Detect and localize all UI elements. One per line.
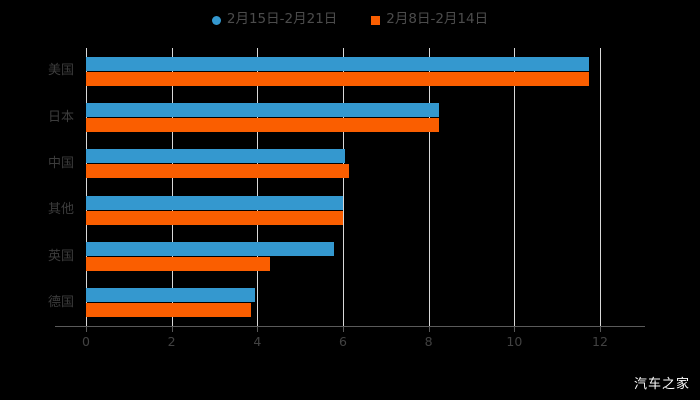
x-gridline bbox=[514, 48, 516, 326]
plot-area bbox=[86, 48, 601, 326]
watermark-label: 汽车之家 bbox=[633, 377, 690, 392]
legend-square-marker-icon bbox=[371, 15, 381, 25]
bar[interactable] bbox=[86, 242, 335, 256]
legend-item-label: 2月8日-2月14日 bbox=[386, 11, 489, 28]
x-axis-tick-mark bbox=[600, 327, 601, 332]
x-axis-tick-label: 10 bbox=[506, 334, 523, 349]
x-axis-tick-mark bbox=[428, 327, 430, 332]
x-gridline bbox=[257, 48, 259, 326]
x-axis-tick-label: 0 bbox=[82, 334, 90, 349]
legend-circle-marker-icon bbox=[211, 15, 221, 25]
legend-item-series-1[interactable]: 2月15日-2月21日 bbox=[211, 11, 338, 28]
x-axis-tick-label: 6 bbox=[339, 334, 347, 349]
bar-group bbox=[86, 149, 600, 179]
x-gridline bbox=[171, 48, 173, 326]
bar-group bbox=[86, 56, 600, 86]
bar[interactable] bbox=[86, 149, 346, 164]
y-axis-tick-label: 日本 bbox=[47, 109, 74, 125]
x-axis-tick-mark bbox=[514, 327, 516, 332]
x-gridline bbox=[343, 48, 344, 326]
bar[interactable] bbox=[86, 71, 590, 86]
bar[interactable] bbox=[86, 118, 440, 132]
x-axis-tick-label: 4 bbox=[253, 334, 262, 349]
bar[interactable] bbox=[86, 103, 440, 117]
y-axis-tick-label: 美国 bbox=[47, 63, 74, 79]
bar[interactable] bbox=[86, 257, 271, 271]
y-axis-tick-label: 其他 bbox=[47, 202, 74, 218]
chart-legend: 2月15日-2月21日 2月8日-2月14日 bbox=[0, 9, 700, 31]
legend-item-series-2[interactable]: 2月8日-2月14日 bbox=[371, 13, 488, 27]
bar-group bbox=[86, 195, 600, 225]
y-axis-tick-label: 德国 bbox=[47, 294, 74, 310]
legend-item-label: 2月15日-2月21日 bbox=[226, 11, 338, 28]
x-axis-line bbox=[55, 326, 645, 327]
bar-group bbox=[86, 288, 600, 318]
bar[interactable] bbox=[86, 195, 343, 210]
x-gridline bbox=[600, 48, 601, 326]
x-gridline bbox=[428, 48, 430, 326]
y-axis-tick-label: 中国 bbox=[47, 155, 74, 171]
x-axis-tick-mark bbox=[86, 327, 87, 332]
bar-group bbox=[86, 242, 600, 271]
bar[interactable] bbox=[86, 210, 343, 225]
bar[interactable] bbox=[86, 303, 251, 318]
x-axis-tick-label: 8 bbox=[424, 334, 433, 349]
x-axis-tick-mark bbox=[343, 327, 344, 332]
x-axis-tick-mark bbox=[171, 327, 173, 332]
bar[interactable] bbox=[86, 164, 350, 179]
bar[interactable] bbox=[86, 288, 256, 303]
x-axis-tick-mark bbox=[257, 327, 259, 332]
y-axis-tick-label: 英国 bbox=[47, 248, 74, 264]
x-axis-tick-label: 12 bbox=[592, 334, 608, 349]
bar[interactable] bbox=[86, 56, 590, 71]
bar-group bbox=[86, 103, 600, 132]
x-gridline bbox=[86, 48, 87, 326]
x-axis-tick-label: 2 bbox=[167, 334, 176, 349]
